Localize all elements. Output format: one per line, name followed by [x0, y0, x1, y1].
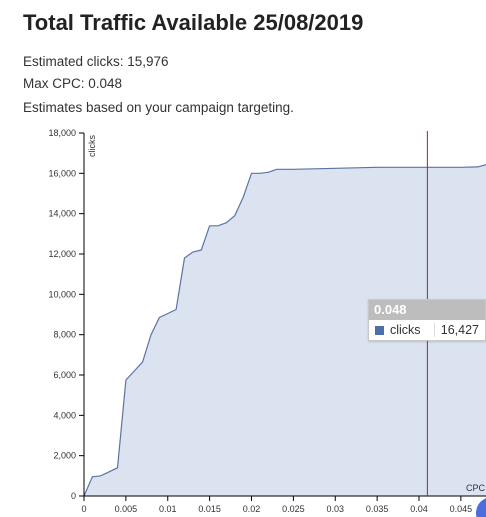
tooltip-y-value: 16,427 [433, 323, 485, 337]
x-tick-label: 0.035 [366, 504, 389, 514]
y-tick-label: 0 [71, 491, 76, 501]
tooltip-row: clicks 16,427 [369, 320, 485, 340]
estimates-note: Estimates based on your campaign targeti… [23, 100, 294, 115]
x-tick-label: 0.03 [326, 504, 344, 514]
traffic-area-chart[interactable]: 0 2,000 4,000 6,000 8,000 10,000 12,000 14,000 1… [0, 120, 486, 517]
x-tick-label: 0 [81, 504, 86, 514]
x-tick-label: 0.01 [159, 504, 177, 514]
tooltip-series-name: clicks [390, 323, 421, 337]
page-title: Total Traffic Available 25/08/2019 [23, 10, 364, 35]
y-tick-label: 8,000 [53, 330, 76, 340]
y-tick-label: 16,000 [48, 168, 76, 178]
x-tick-label: 0.04 [410, 504, 428, 514]
max-cpc-text: Max CPC: 0.048 [23, 76, 123, 91]
y-tick-label: 14,000 [48, 209, 76, 219]
x-tick-label: 0.025 [282, 504, 305, 514]
series-area-clicks [84, 164, 486, 496]
y-tick-label: 6,000 [53, 370, 76, 380]
x-tick-label: 0.015 [198, 504, 221, 514]
corner-button-icon [476, 498, 486, 517]
y-tick-label: 2,000 [53, 451, 76, 461]
y-tick-label: 4,000 [53, 410, 76, 420]
tooltip-x-value: 0.048 [369, 300, 485, 320]
series-swatch-icon [375, 325, 384, 335]
chart-tooltip: 0.048 clicks 16,427 [368, 299, 486, 341]
y-tick-label: 18,000 [48, 128, 76, 138]
series-line-clicks [83, 164, 486, 497]
estimated-clicks-text: Estimated clicks: 15,976 [23, 54, 169, 69]
y-axis-title: clicks [87, 135, 97, 157]
y-tick-label: 10,000 [48, 289, 76, 299]
x-tick-label: 0.02 [243, 504, 261, 514]
x-tick-label: 0.045 [450, 504, 473, 514]
x-tick-label: 0.005 [115, 504, 138, 514]
x-axis-title: CPC [466, 483, 486, 493]
y-tick-label: 12,000 [48, 249, 76, 259]
